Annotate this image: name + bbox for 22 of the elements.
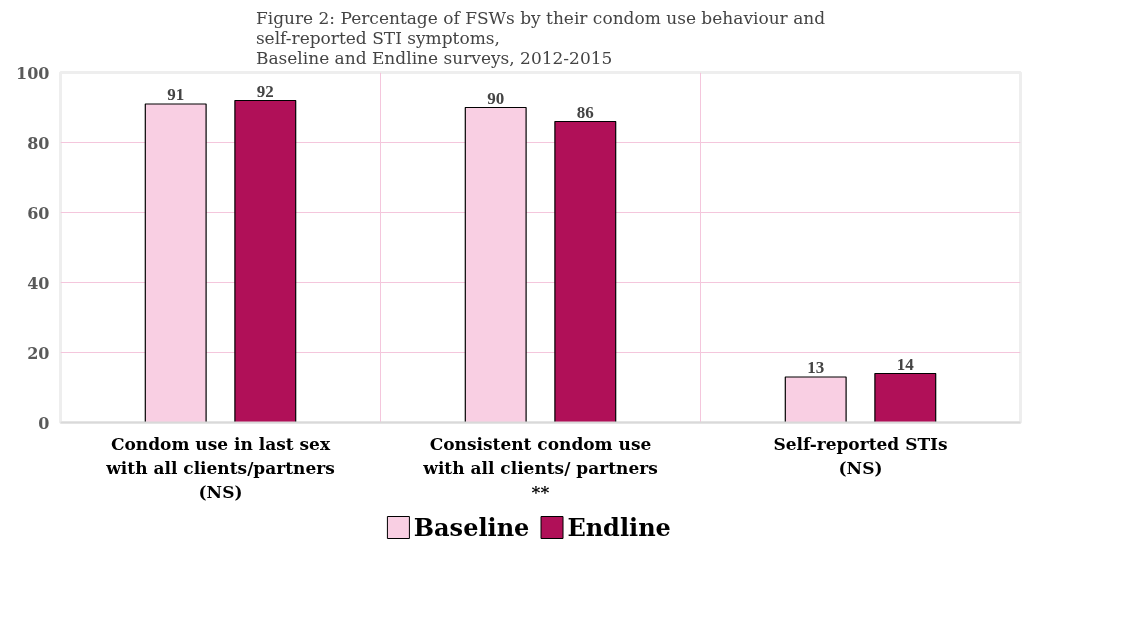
bar [784,376,847,423]
bar [874,372,937,423]
y-tick-label: 80 [27,133,50,153]
y-tick-label: 60 [27,203,50,223]
chart-title: Figure 2: Percentage of FSWs by their condom use behaviour and self-reported STI symptoms, Baseline and Endline surveys, 2012-2015 [255,7,826,68]
data-label: 86 [576,102,594,122]
legend-label: Endline [567,513,671,542]
y-tick-label: 20 [27,343,50,363]
data-label: 91 [167,85,185,104]
legend-label: Baseline [413,513,530,542]
data-label: 90 [487,88,505,108]
y-tick-label: 100 [16,63,50,83]
bar [554,120,617,423]
y-tick-label: 0 [38,413,50,433]
x-tick-label: Condom use in last sex with all clients/partners (NS) [105,433,335,502]
x-tick-label: Consistent condom use with all clients/ partners ** [422,433,658,502]
data-label: 13 [807,358,825,377]
x-tick-label: Self-reported STIs (NS) [773,433,948,478]
bar [234,99,297,423]
y-tick-label: 40 [27,273,50,293]
data-label: 14 [896,354,915,374]
data-label: 92 [256,81,274,101]
